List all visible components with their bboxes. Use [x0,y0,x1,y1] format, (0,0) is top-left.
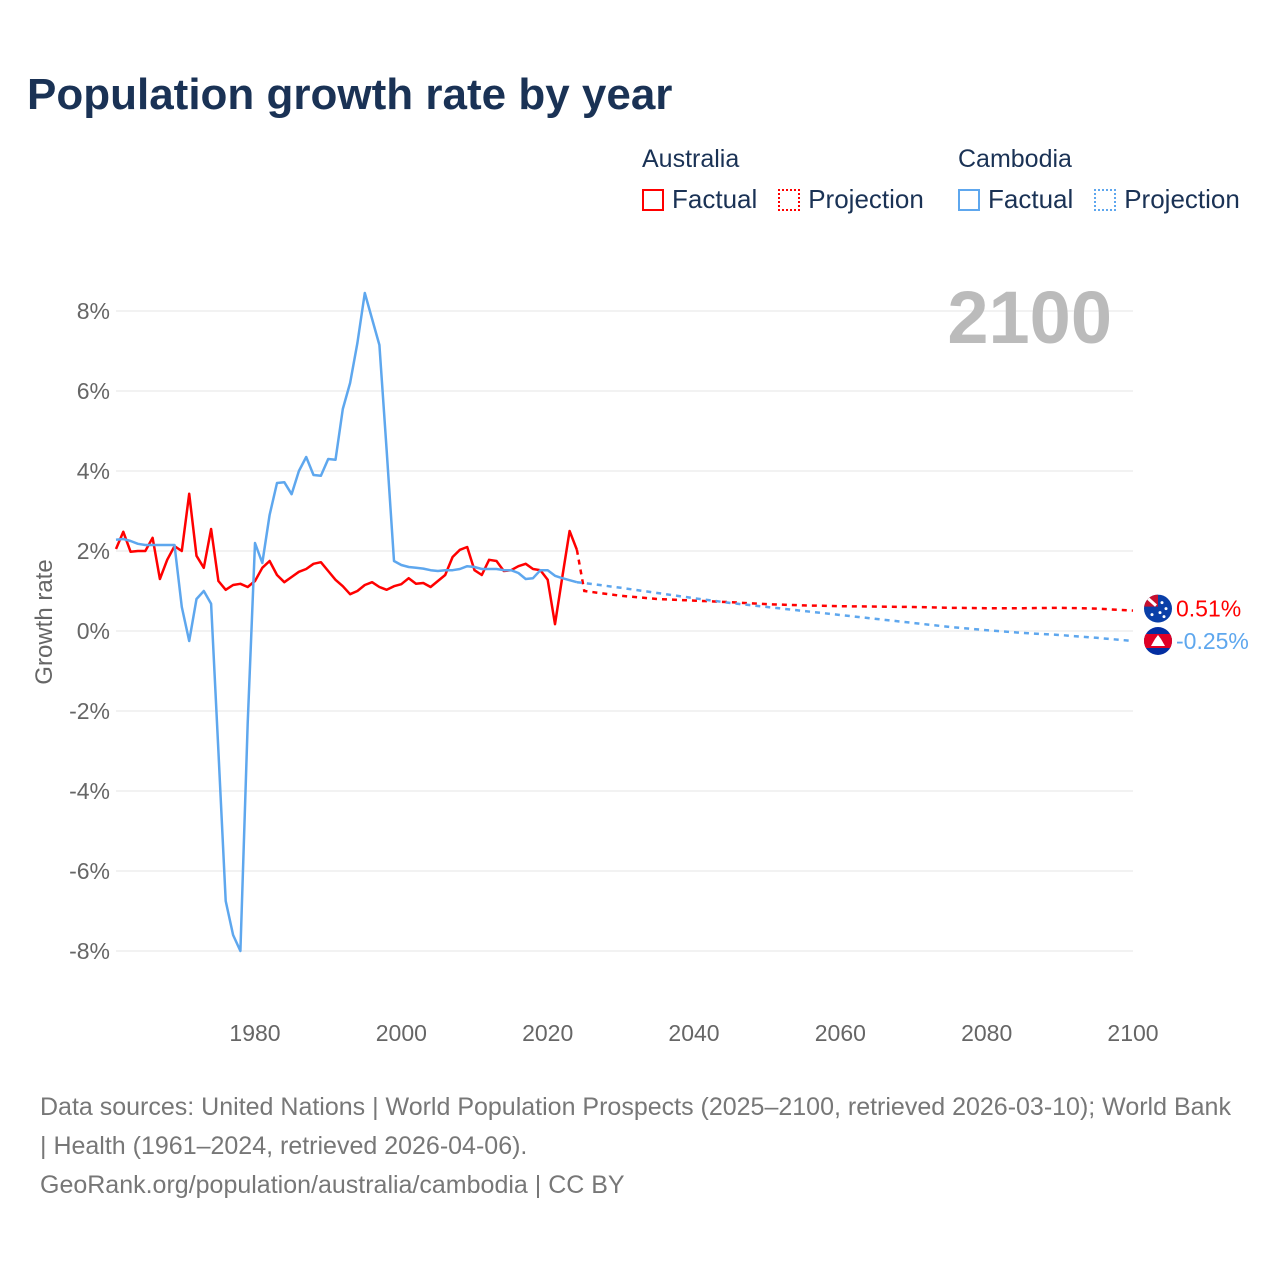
y-tick-label: -4% [69,778,110,804]
flag-body [1144,627,1172,655]
legend-australia-projection[interactable]: Projection [778,184,924,215]
flag-star [1160,601,1164,605]
x-tick-label: 2040 [668,1020,719,1046]
dotted-swatch-icon [778,188,801,211]
x-tick-label: 1980 [229,1020,280,1046]
x-tick-label: 2020 [522,1020,573,1046]
cambodia-factual-line [115,291,578,953]
y-tick-label: -2% [69,698,110,724]
chart-title: Population growth rate by year [27,70,673,119]
y-axis-label: Growth rate [31,559,58,684]
x-tick-label: 2060 [815,1020,866,1046]
y-tick-label: 6% [77,378,110,404]
legend-cambodia-factual[interactable]: Factual [958,184,1073,215]
australia-factual-line [114,492,579,626]
australia-end-label: 0.51% [1176,596,1241,622]
cambodia-projection-line [576,580,1134,643]
flag-temple [1151,635,1165,646]
legend-label: Projection [1124,184,1240,214]
flag-star [1150,613,1154,617]
australia-flag-icon [1144,594,1172,623]
y-tick-label: 4% [77,458,110,484]
legend-label: Factual [988,184,1074,214]
legend-australia-factual[interactable]: Factual [642,184,757,215]
flag-star [1164,607,1168,611]
legend-label: Projection [808,184,924,214]
legend-australia: Australia Factual Projection [642,145,938,218]
legend-cambodia: Cambodia Factual Projection [958,145,1254,218]
dotted-swatch-icon [1094,188,1117,211]
legend-label: Factual [672,184,758,214]
credit-link[interactable]: GeoRank.org/population/australia/cambodi… [40,1171,625,1199]
australia-projection-line [575,549,1134,612]
data-sources: Data sources: United Nations | World Pop… [40,1093,1231,1160]
y-tick-label: -6% [69,858,110,884]
y-tick-label: 0% [77,618,110,644]
legend-country-label: Cambodia [958,145,1072,173]
legend-cambodia-projection[interactable]: Projection [1094,184,1240,215]
solid-swatch-icon [642,188,664,211]
legend-country-label: Australia [642,145,740,173]
footer: Data sources: United Nations | World Pop… [40,1088,1240,1205]
cambodia-flag-icon [1144,627,1172,655]
flag-star [1158,611,1162,615]
x-tick-label: 2080 [961,1020,1012,1046]
y-tick-label: 8% [77,298,110,324]
solid-swatch-icon [958,188,980,211]
flag-star [1162,615,1166,619]
x-tick-label: 2000 [376,1020,427,1046]
y-tick-label: -8% [69,938,110,964]
cambodia-end-label: -0.25% [1176,628,1249,654]
x-tick-label: 2100 [1107,1020,1158,1046]
plot-area: 8% 6% 4% 2% 0% -2% -4% -6% -8% 1980 2000 2020 2040 20… [31,276,1249,1046]
current-year-label: 2100 [947,276,1112,359]
y-tick-label: 2% [77,538,110,564]
flag-body [1144,594,1172,623]
